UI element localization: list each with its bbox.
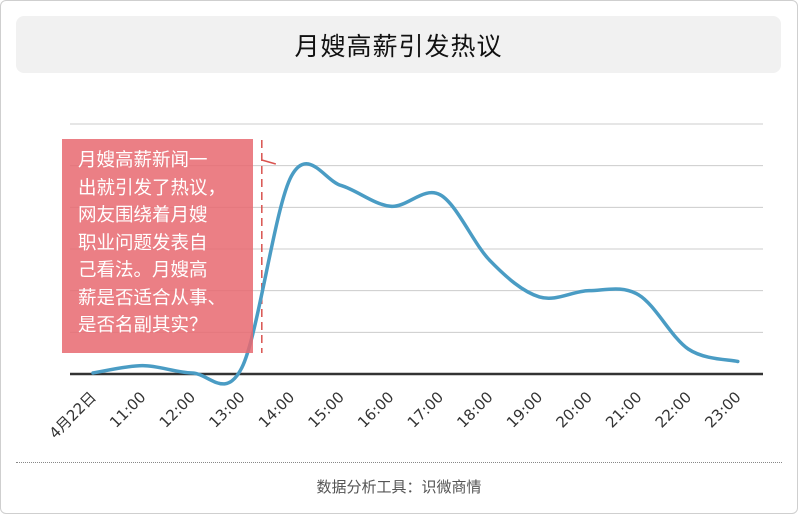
x-tick-labels: 4月22日 11:00 12:00 13:00 14:00 15:00 16:00 17:00…: [46, 388, 745, 442]
event-marker-pointer: [261, 159, 277, 165]
data-point: [537, 295, 541, 299]
annotation-line: 是否名副其实？: [78, 315, 208, 336]
footer-divider: [16, 462, 782, 463]
x-tick-label: 12:00: [156, 388, 199, 431]
series-layer: [91, 162, 740, 386]
data-point: [240, 366, 244, 370]
data-point: [488, 258, 492, 262]
data-point: [587, 289, 591, 293]
data-point: [389, 204, 393, 208]
data-point: [190, 371, 194, 375]
data-point: [141, 364, 145, 368]
x-tick-label: 22:00: [652, 388, 695, 431]
chart-title: 月嫂高薪引发热议: [294, 31, 503, 61]
x-tick-label: 20:00: [553, 388, 596, 431]
data-point: [637, 293, 641, 297]
annotation-callout: 月嫂高薪新闻一 出就引发了热议， 网友围绕着月嫂 职业问题发表自 己看法。月嫂高 薪是否适…: [62, 139, 253, 353]
data-point: [736, 360, 740, 363]
annotation-line: 出就引发了热议，: [78, 177, 227, 199]
event-marker: [261, 140, 277, 353]
annotation-line: 网友围绕着月嫂: [78, 205, 208, 226]
x-tick-label: 23:00: [701, 388, 744, 431]
x-tick-label: 13:00: [205, 388, 248, 431]
x-tick-label: 11:00: [106, 388, 149, 431]
x-tick-label: 19:00: [503, 388, 546, 431]
x-tick-label: 18:00: [453, 388, 496, 431]
footer-source: 数据分析工具：识微商情: [316, 478, 482, 496]
data-point: [91, 371, 95, 375]
x-tick-label: 17:00: [404, 388, 447, 431]
data-point: [686, 347, 690, 351]
data-point: [289, 174, 293, 178]
data-point: [438, 193, 442, 197]
x-tick-label: 15:00: [305, 388, 348, 431]
annotation-line: 月嫂高薪新闻一: [78, 150, 208, 171]
x-tick-label: 14:00: [255, 388, 298, 431]
annotation-line: 职业问题发表自: [78, 232, 208, 254]
annotation-line: 己看法。月嫂高: [78, 260, 208, 281]
x-tick-label: 4月22日: [46, 388, 100, 442]
x-tick-label: 21:00: [602, 388, 645, 431]
title-bar: 月嫂高薪引发热议: [16, 16, 781, 73]
x-tick-label: 16:00: [354, 388, 397, 431]
annotation-line: 薪是否适合从事、: [78, 287, 227, 309]
data-point: [339, 183, 343, 187]
